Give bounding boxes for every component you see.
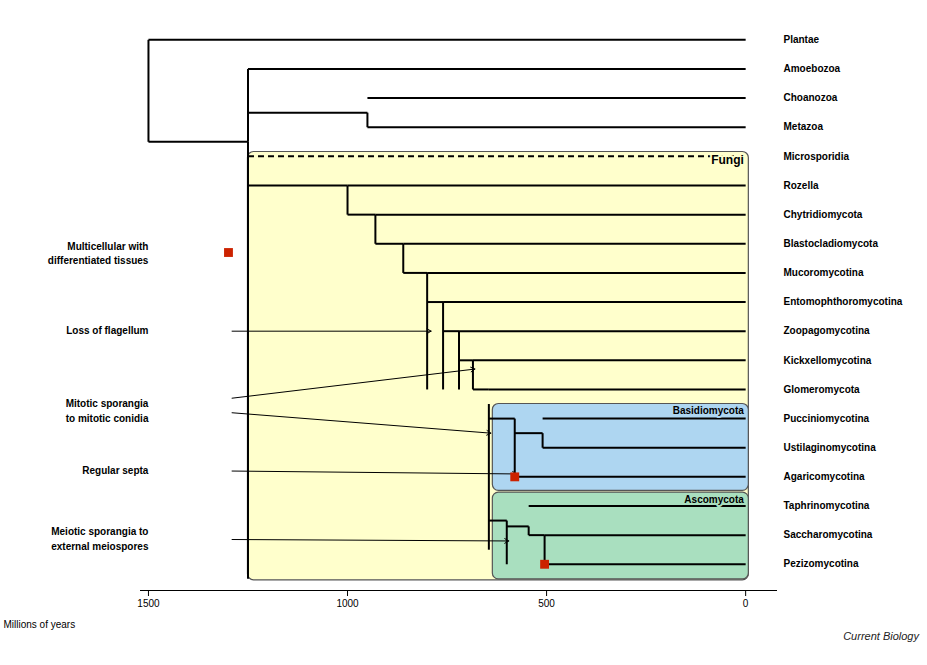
svg-text:Loss of flagellum: Loss of flagellum [66,325,148,336]
svg-text:Entomophthoromycotina: Entomophthoromycotina [784,296,903,307]
svg-text:1500: 1500 [137,598,160,609]
svg-text:Blastocladiomycota: Blastocladiomycota [784,238,879,249]
svg-text:Choanozoa: Choanozoa [784,92,838,103]
svg-text:Millions of years: Millions of years [4,619,76,630]
svg-text:Chytridiomycota: Chytridiomycota [784,209,863,220]
svg-text:Pucciniomycotina: Pucciniomycotina [784,413,870,424]
svg-text:0: 0 [743,598,749,609]
svg-text:to mitotic conidia: to mitotic conidia [66,413,149,424]
svg-text:Fungi: Fungi [711,153,744,167]
svg-text:Taphrinomycotina: Taphrinomycotina [784,500,870,511]
svg-text:Ascomycota: Ascomycota [684,494,744,505]
svg-text:Pezizomycotina: Pezizomycotina [784,558,859,569]
svg-text:Mitotic sporangia: Mitotic sporangia [66,398,149,409]
svg-text:Regular septa: Regular septa [82,465,149,476]
svg-text:Meiotic sporangia to: Meiotic sporangia to [51,526,148,537]
svg-text:Rozella: Rozella [784,180,819,191]
svg-text:Metazoa: Metazoa [784,121,824,132]
svg-text:external meiospores: external meiospores [51,541,149,552]
svg-text:Basidiomycota: Basidiomycota [673,405,745,416]
svg-text:500: 500 [538,598,555,609]
svg-text:Amoebozoa: Amoebozoa [784,63,841,74]
svg-text:Zoopagomycotina: Zoopagomycotina [784,325,871,336]
html-text:Current Biology: Current Biology [843,630,919,642]
svg-text:Microsporidia: Microsporidia [784,151,850,162]
svg-text:1000: 1000 [336,598,359,609]
svg-text:Multicellular with: Multicellular with [67,241,148,252]
svg-text:differentiated tissues: differentiated tissues [48,255,149,266]
svg-text:Ustilaginomycotina: Ustilaginomycotina [784,442,877,453]
svg-text:Agaricomycotina: Agaricomycotina [784,471,866,482]
svg-text:Plantae: Plantae [784,34,820,45]
svg-text:Kickxellomycotina: Kickxellomycotina [784,355,872,366]
svg-text:Saccharomycotina: Saccharomycotina [784,529,873,540]
svg-text:Glomeromycota: Glomeromycota [784,384,861,395]
svg-text:Mucoromycotina: Mucoromycotina [784,267,864,278]
